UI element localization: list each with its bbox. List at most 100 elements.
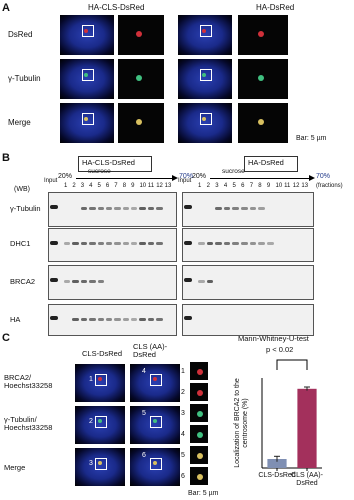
row-label: BRCA2/ Hoechst33258 (4, 373, 53, 391)
signal (258, 31, 264, 37)
band (206, 279, 214, 283)
blot-strip (182, 192, 314, 227)
fraction-number: 8 (258, 183, 262, 189)
start-label: 20% (58, 173, 73, 180)
band (258, 242, 265, 246)
fraction-number: 9 (266, 183, 271, 189)
band (97, 206, 104, 210)
scale-bar-label: Bar: 5 µm (296, 135, 327, 142)
band (223, 242, 231, 246)
band (184, 205, 192, 210)
signal (258, 119, 264, 125)
signal (197, 411, 204, 418)
column-header: HA-DsRed (256, 3, 295, 12)
arrow-head (309, 175, 315, 181)
arrow (76, 178, 173, 179)
band (89, 242, 96, 246)
band (97, 279, 104, 283)
band (50, 278, 58, 283)
band (72, 317, 79, 321)
signal (152, 419, 157, 424)
arrow (210, 178, 310, 179)
inset-number: 5 (181, 452, 185, 459)
band (131, 206, 138, 210)
fraction-number: 10 (275, 183, 283, 189)
band (105, 317, 113, 321)
band (114, 206, 121, 210)
fraction-number: 2 (206, 183, 210, 189)
blot-strip (48, 192, 177, 227)
band (184, 316, 192, 320)
micrograph (75, 406, 125, 444)
signal (152, 377, 157, 382)
band (50, 240, 58, 245)
fraction-number: 1 (64, 183, 68, 189)
band (64, 242, 71, 246)
band (131, 317, 138, 321)
micrograph (178, 103, 232, 143)
gradient-label: sucrose (88, 168, 111, 175)
band (198, 242, 205, 246)
inset-number: 5 (142, 410, 146, 417)
signal (197, 369, 204, 376)
inset-number: 6 (142, 452, 146, 459)
signal (97, 377, 102, 382)
row-label: γ-Tubulin (10, 204, 41, 213)
fraction-number: 1 (198, 183, 202, 189)
row-label: γ-Tubulin/ Hoechst33258 (4, 415, 53, 433)
zoom-box (150, 457, 162, 470)
zoom-box (150, 373, 162, 386)
blot-strip (182, 265, 314, 300)
fractions-label: (fractions) (316, 183, 343, 189)
band (184, 278, 192, 283)
x-tick-label: CLS-DsRed (258, 472, 296, 479)
signal (202, 29, 207, 33)
inset-number: 4 (142, 368, 146, 375)
band (72, 279, 79, 283)
y-axis-label: Localization of BRCA2 to the centrosome … (234, 378, 249, 468)
signal (136, 75, 143, 81)
micrograph (60, 103, 114, 143)
band (80, 317, 88, 321)
fraction-number: 4 (223, 183, 228, 189)
signal (202, 73, 207, 77)
significance-bracket (276, 359, 308, 370)
fraction-number: 8 (122, 183, 127, 189)
fraction-number: 3 (80, 183, 85, 189)
fraction-number: 2 (72, 183, 76, 189)
band (72, 242, 79, 246)
micrograph (75, 364, 125, 402)
band (241, 242, 248, 246)
blot-header-text: HA-DsRed (248, 158, 284, 167)
signal (84, 29, 89, 33)
band (97, 317, 104, 321)
band (147, 206, 155, 210)
band (206, 242, 214, 246)
blot-header (78, 156, 152, 172)
end-label: 70% (316, 173, 331, 180)
bar (297, 388, 317, 468)
signal (202, 117, 207, 121)
row-label: γ-Tubulin (8, 74, 41, 83)
band (139, 206, 146, 210)
zoom-box (81, 25, 94, 37)
band (215, 206, 222, 210)
micrograph (130, 448, 180, 486)
band (241, 206, 248, 210)
band (64, 279, 71, 283)
zoom-box (95, 415, 107, 428)
row-label: DsRed (8, 30, 33, 39)
band (156, 317, 163, 321)
band (258, 206, 265, 210)
fraction-number: 7 (249, 183, 254, 189)
signal (258, 75, 264, 81)
annotation: p < 0.02 (266, 345, 294, 354)
zoom-box (95, 457, 107, 470)
fraction-number: 7 (114, 183, 118, 189)
band (232, 206, 240, 210)
zoom-box (199, 25, 212, 37)
blot-strip (182, 228, 314, 262)
micrograph (130, 406, 180, 444)
fraction-number: 4 (89, 183, 93, 189)
